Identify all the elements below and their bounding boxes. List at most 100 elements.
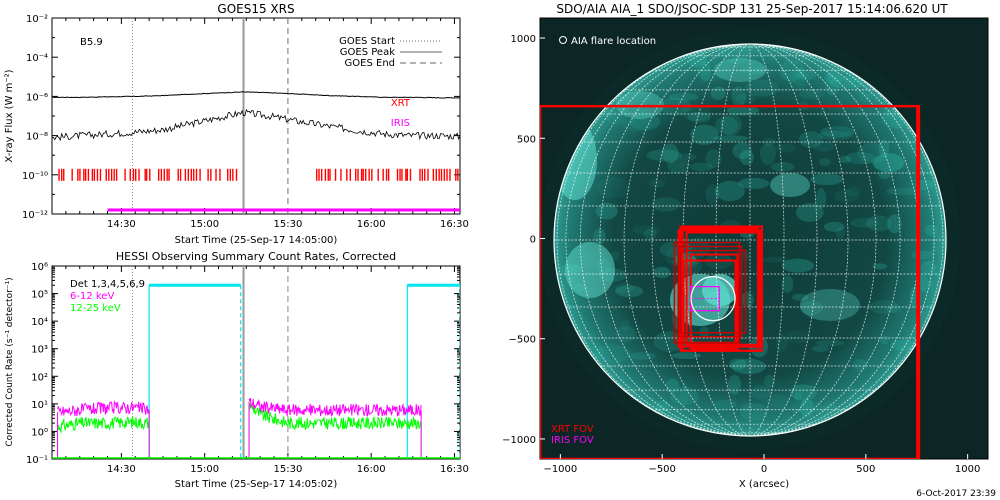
xrt-fov-label: XRT FOV: [551, 424, 594, 435]
aia-bright-region: [702, 274, 738, 306]
aia-texture-blob: [622, 117, 653, 132]
aia-texture-blob: [815, 188, 827, 210]
legend-flare-symbol: [559, 36, 567, 44]
aia-texture-blob: [655, 400, 670, 413]
aia-texture-blob: [848, 385, 857, 401]
aia-texture-blob: [615, 282, 634, 294]
aia-texture-blob: [858, 93, 873, 102]
aia-texture-blob: [924, 224, 938, 236]
aia-texture-blob: [714, 180, 745, 202]
aia-longitude-line: [749, 44, 935, 436]
goes-y-axis: 10⁻¹² 10⁻¹⁰ 10⁻⁸ 10⁻⁶ 10⁻⁴ 10⁻²: [22, 14, 460, 221]
xrt-fov-box: [685, 231, 761, 346]
aia-texture-blob: [643, 228, 657, 241]
aia-texture-blob: [714, 116, 738, 136]
aia-texture-blob: [819, 157, 831, 166]
aia-texture-blob: [795, 69, 817, 80]
aia-texture-blob: [887, 214, 902, 234]
xrt-fov-box-inner: [673, 241, 741, 344]
goes-y-tick-label: 10⁻⁶: [26, 92, 48, 103]
aia-texture-blob: [815, 339, 845, 347]
aia-texture-blob: [750, 385, 772, 399]
aia-texture-blob: [732, 142, 752, 159]
goes-y-tick-label: 10⁻¹²: [22, 210, 48, 221]
aia-texture-blob: [792, 293, 809, 301]
hessi-y-tick-label: 10¹: [31, 400, 48, 411]
aia-texture-blob: [878, 171, 891, 179]
aia-texture-blob: [781, 275, 794, 293]
goes-x-tick-label: 16:30: [440, 219, 469, 230]
aia-texture-blob: [695, 58, 730, 81]
hessi-series: [52, 283, 460, 459]
aia-texture-blob: [812, 345, 829, 352]
aia-fov-boxes: [540, 104, 921, 459]
aia-x-tick-label: 1000: [955, 464, 980, 475]
aia-texture-blob: [713, 135, 749, 142]
aia-longitude-line: [749, 44, 785, 436]
aia-texture-blob: [826, 71, 841, 80]
goes-x-tick-label: 14:30: [107, 219, 136, 230]
aia-texture-blob: [920, 261, 937, 275]
aia-texture-blob: [741, 291, 754, 307]
aia-texture-blob: [737, 177, 770, 189]
goes-y-label: X-ray Flux (W m⁻²): [4, 69, 15, 162]
aia-texture-blob: [784, 330, 813, 344]
aia-texture-blob: [834, 189, 859, 203]
aia-texture-blob: [790, 384, 817, 401]
aia-x-tick-label: −1000: [543, 464, 577, 475]
aia-texture-blob: [878, 139, 890, 158]
goes-title: GOES15 XRS: [217, 2, 294, 16]
legend-goes-start-label: GOES Start: [339, 36, 395, 47]
aia-texture-blob: [744, 79, 779, 97]
goes-x-tick-label: 15:00: [190, 219, 219, 230]
aia-texture-blob: [812, 141, 835, 152]
aia-texture-blob: [918, 257, 933, 266]
aia-limb: [553, 43, 947, 437]
aia-texture-blob: [799, 300, 823, 315]
aia-y-axis: 1000 500 0 −500 −1000: [502, 34, 545, 446]
aia-texture-blob: [835, 227, 846, 239]
aia-texture-blob: [661, 143, 679, 164]
aia-texture-blob: [810, 173, 844, 186]
aia-texture-blob: [739, 402, 752, 412]
xrt-fov-box-inner: [677, 245, 743, 338]
aia-texture-blob: [615, 285, 644, 298]
aia-texture-blob: [759, 143, 776, 165]
goes-x-tick-label: 16:00: [357, 219, 386, 230]
hessi-y-label: Corrected Count Rate (s⁻¹ detector⁻¹): [5, 277, 15, 446]
aia-texture-blob: [681, 104, 712, 122]
aia-texture-blob: [651, 197, 681, 212]
goes-flux-series-0: [52, 91, 460, 99]
aia-texture-blob: [799, 398, 814, 418]
aia-longitude-line: [556, 44, 751, 436]
aia-texture-blob: [720, 113, 742, 136]
hessi-x-tick-label: 14:30: [107, 464, 136, 475]
aia-bright-region: [770, 173, 810, 197]
legend-flare-location: AIA flare location: [571, 36, 656, 47]
aia-texture-blob: [735, 93, 757, 105]
iris-fov-label: IRIS FOV: [551, 435, 594, 446]
aia-y-tick-label: 1000: [511, 34, 536, 45]
aia-bright-region: [800, 289, 860, 321]
hessi-title: HESSI Observing Summary Count Rates, Cor…: [116, 250, 396, 263]
goes-x-axis: 14:30 15:00 15:30 16:00 16:30: [65, 18, 469, 230]
goes-y-tick-label: 10⁻⁴: [26, 53, 48, 64]
legend-goes-peak-label: GOES Peak: [340, 47, 395, 58]
aia-texture-blob: [761, 138, 777, 147]
aia-texture-blob: [820, 126, 855, 138]
goes-flux-series-1: [52, 108, 460, 142]
aia-x-label: X (arcsec): [739, 479, 789, 490]
legend-goes-end-label: GOES End: [345, 58, 395, 69]
aia-texture-blob: [665, 378, 680, 393]
legend-12-25-kev: 12-25 keV: [70, 303, 121, 314]
aia-texture-blob: [781, 258, 814, 273]
hessi-count-series-0: [57, 398, 422, 418]
aia-texture-blob: [596, 176, 632, 199]
aia-texture-blob: [646, 149, 683, 162]
aia-texture-blob: [932, 232, 944, 254]
aia-texture-blob: [889, 339, 917, 352]
aia-x-tick-label: 500: [856, 464, 875, 475]
aia-texture-blob: [734, 250, 751, 262]
hessi-x-tick-label: 16:30: [440, 464, 469, 475]
aia-texture-blob: [879, 335, 890, 345]
